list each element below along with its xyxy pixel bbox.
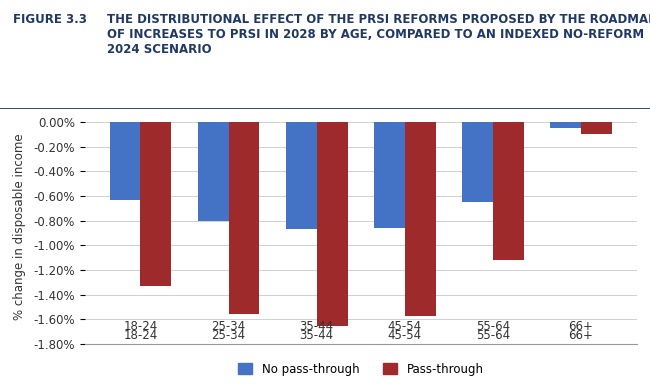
Bar [110, 122, 140, 200]
Bar [493, 122, 524, 260]
Bar [286, 122, 317, 229]
Text: 25-34: 25-34 [211, 330, 246, 343]
Text: 55-64: 55-64 [476, 330, 510, 343]
Legend: No pass-through, Pass-through: No pass-through, Pass-through [233, 358, 488, 380]
Bar [317, 122, 348, 326]
Text: THE DISTRIBUTIONAL EFFECT OF THE PRSI REFORMS PROPOSED BY THE ROADMAP
OF INCREAS: THE DISTRIBUTIONAL EFFECT OF THE PRSI RE… [107, 13, 650, 56]
Text: 66+: 66+ [569, 330, 593, 343]
Bar [229, 122, 259, 314]
Text: 18-24: 18-24 [124, 330, 157, 343]
Bar [198, 122, 229, 221]
Bar [140, 122, 172, 286]
Bar [550, 122, 581, 128]
Bar [462, 122, 493, 202]
Text: 55-64: 55-64 [476, 320, 510, 333]
Text: FIGURE 3.3: FIGURE 3.3 [13, 13, 87, 26]
Text: 45-54: 45-54 [388, 330, 422, 343]
Text: 66+: 66+ [569, 320, 593, 333]
Text: 45-54: 45-54 [388, 320, 422, 333]
Y-axis label: % change in disposable income: % change in disposable income [13, 133, 26, 320]
Bar [581, 122, 612, 134]
Text: 25-34: 25-34 [211, 320, 246, 333]
Text: 18-24: 18-24 [124, 320, 157, 333]
Bar [374, 122, 405, 228]
Text: 35-44: 35-44 [300, 320, 333, 333]
Text: 35-44: 35-44 [300, 330, 333, 343]
Bar [405, 122, 436, 316]
